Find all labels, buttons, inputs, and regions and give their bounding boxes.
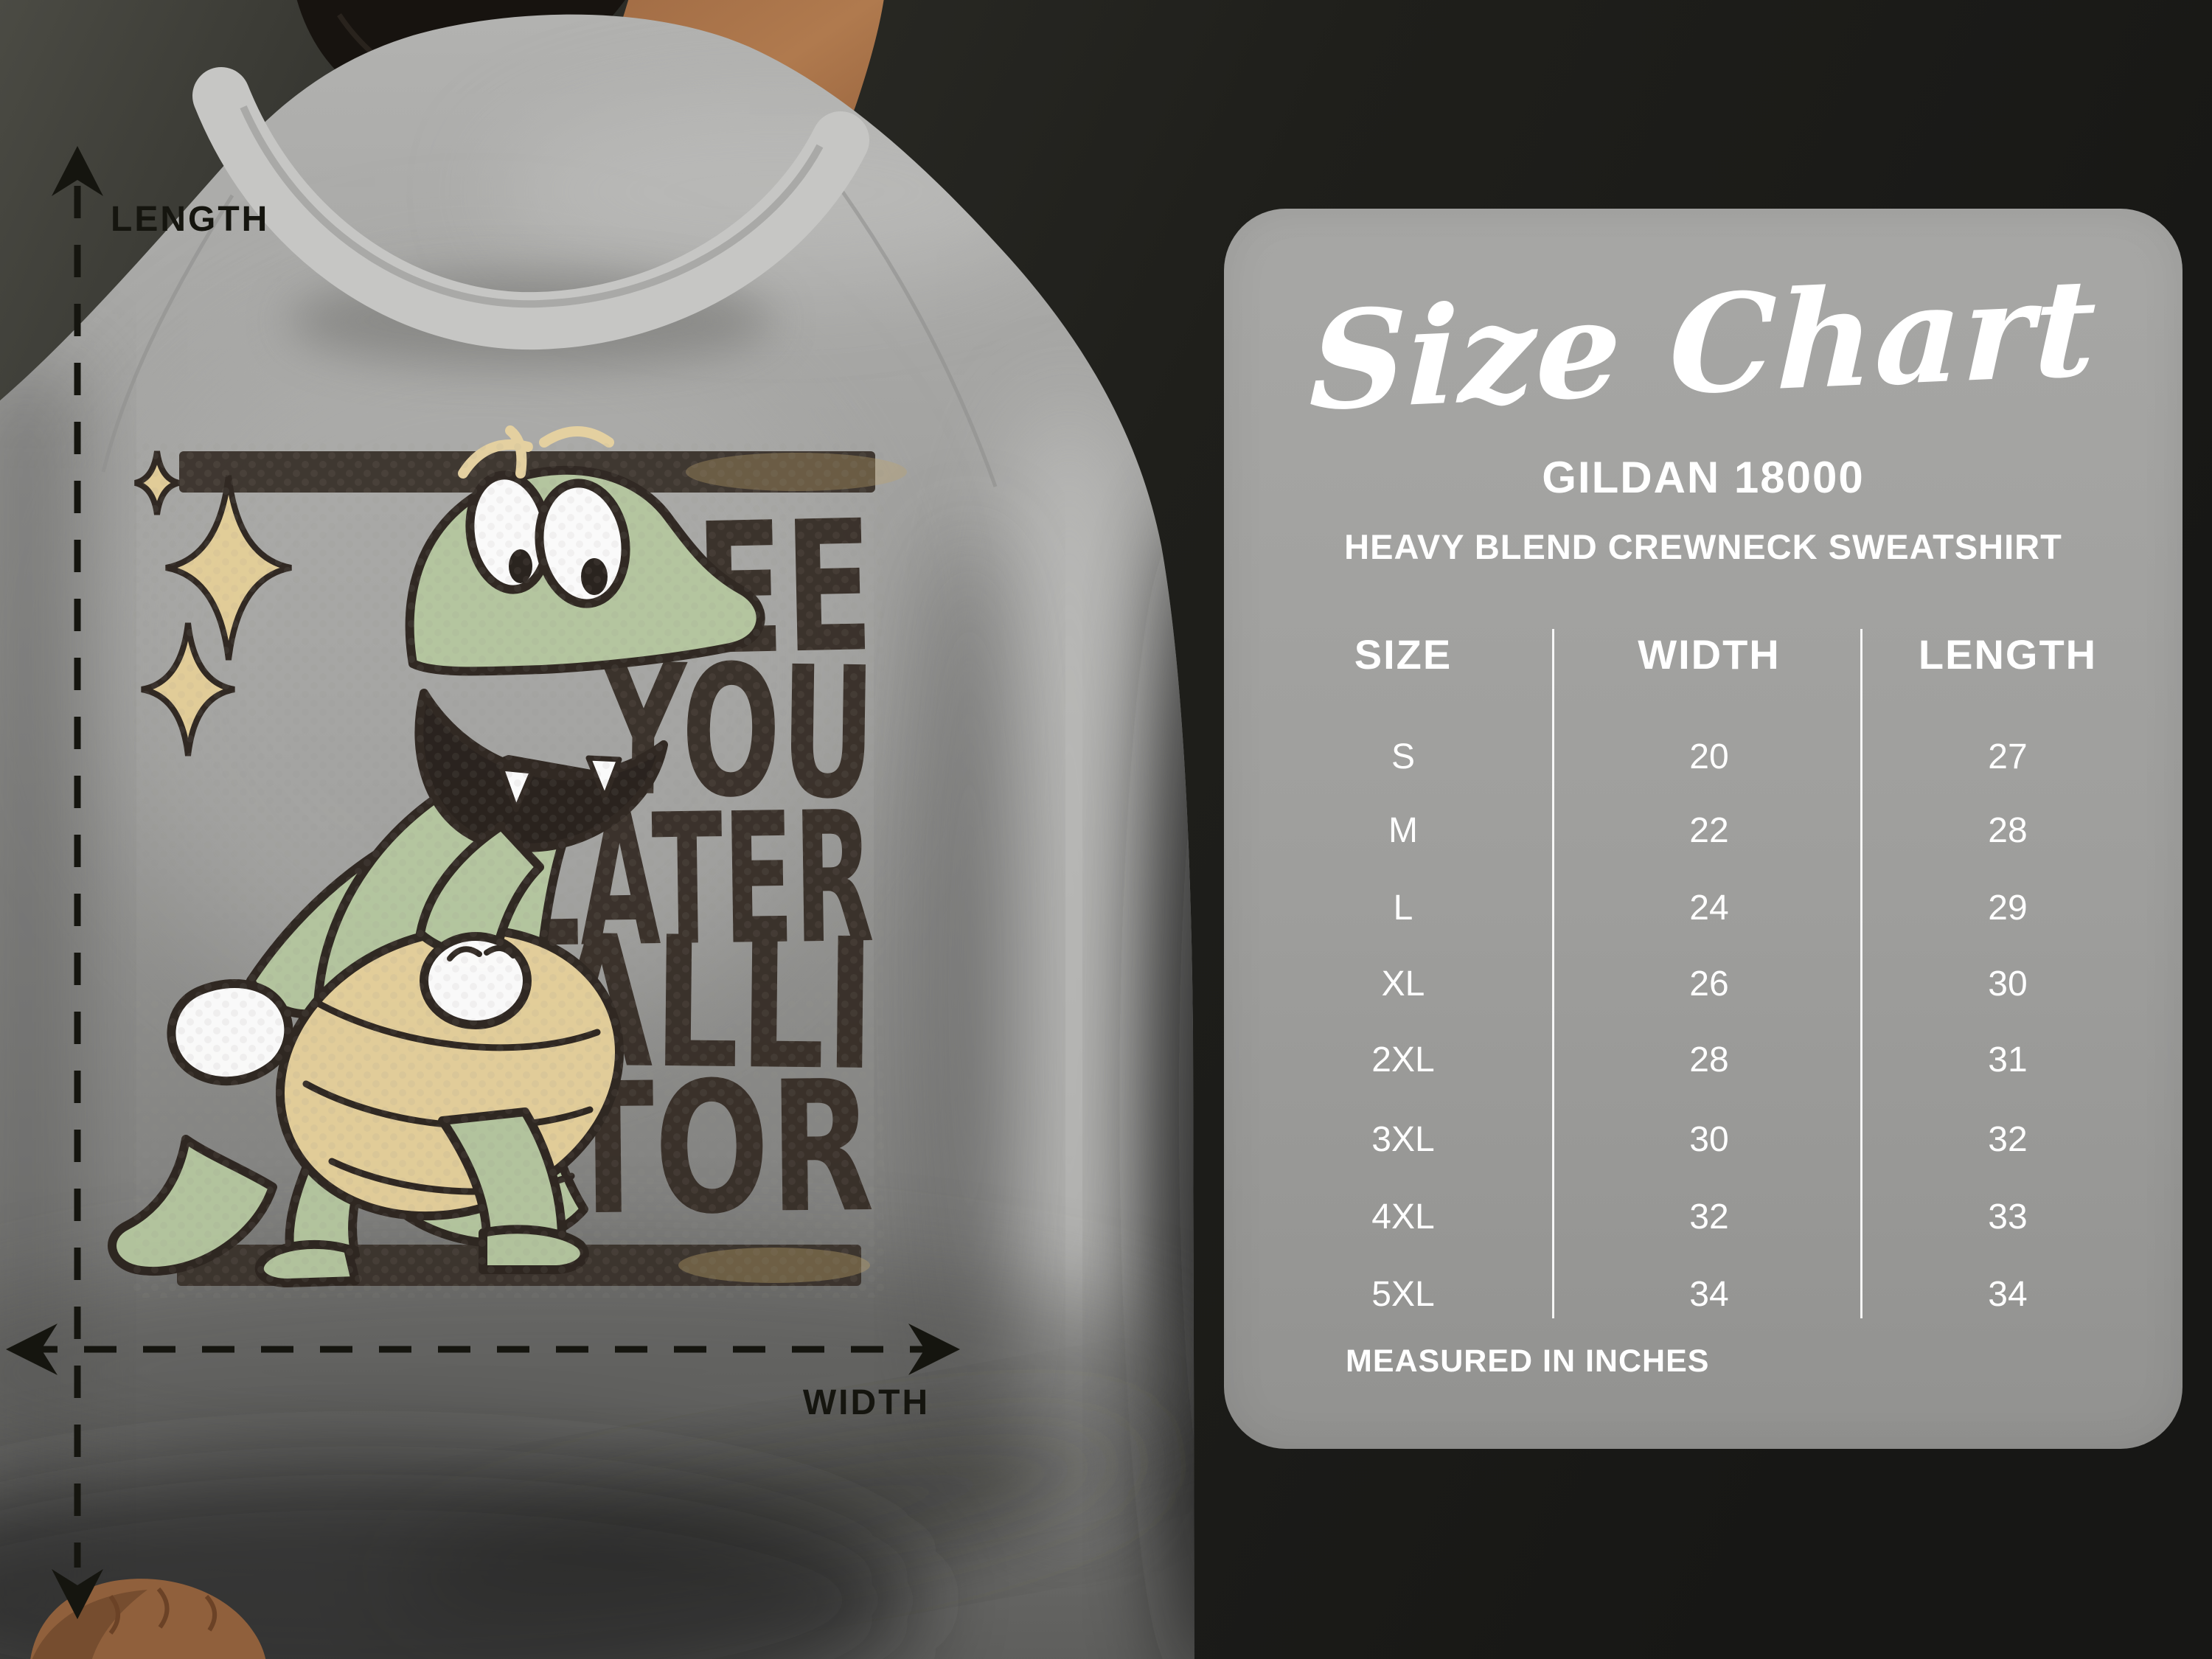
shirt-print-design: SEE YOU LATER ALLI GATOR	[108, 425, 907, 1298]
table-row: 4XL 32 33	[1224, 1188, 2183, 1247]
halftone-texture	[133, 442, 885, 1298]
cell-length: 31	[1988, 1040, 2028, 1079]
measurement-annotations: LENGTH WIDTH	[6, 146, 960, 1619]
cell-size: XL	[1381, 964, 1425, 1004]
table-row: M 22 28	[1224, 801, 2183, 860]
cell-size: 3XL	[1371, 1120, 1435, 1159]
table-header-row: SIZE WIDTH LENGTH	[1224, 624, 2183, 686]
cell-width: 26	[1689, 964, 1729, 1004]
cell-width: 30	[1689, 1120, 1729, 1159]
table-row: L 24 29	[1224, 879, 2183, 938]
cell-width: 28	[1689, 1040, 1729, 1079]
column-header-size: SIZE	[1354, 631, 1453, 678]
cell-length: 27	[1988, 737, 2028, 776]
crewneck-collar	[192, 67, 869, 350]
brand-name: GILDAN 18000	[1542, 453, 1865, 502]
cell-size: 4XL	[1371, 1197, 1435, 1237]
collar-inner-edge	[240, 105, 824, 308]
cell-size: 2XL	[1371, 1040, 1435, 1079]
cell-length: 32	[1988, 1120, 2028, 1159]
cell-size: S	[1391, 737, 1416, 776]
raglan-seam-left	[101, 194, 234, 473]
product-name: HEAVY BLEND CREWNECK SWEATSHIRT	[1344, 527, 2062, 566]
cell-width: 32	[1689, 1197, 1729, 1237]
cell-length: 33	[1988, 1197, 2028, 1237]
size-chart-panel: Size Chart GILDAN 18000 HEAVY BLEND CREW…	[1224, 209, 2183, 1449]
model-hand	[30, 1579, 266, 1659]
arrow-down-icon	[52, 1569, 103, 1619]
cell-length: 34	[1988, 1275, 2028, 1314]
cell-size: 5XL	[1371, 1275, 1435, 1314]
table-row: 2XL 28 31	[1224, 1031, 2183, 1090]
width-label: WIDTH	[803, 1383, 930, 1422]
table-row: 3XL 30 32	[1224, 1110, 2183, 1169]
table-row: XL 26 30	[1224, 955, 2183, 1014]
measurement-note: MEASURED IN INCHES	[1346, 1343, 1710, 1379]
cell-width: 24	[1689, 888, 1729, 928]
table-column-divider	[1860, 629, 1863, 1318]
column-header-width: WIDTH	[1638, 631, 1781, 678]
arrow-up-icon	[52, 146, 103, 196]
cell-length: 29	[1988, 888, 2028, 928]
raglan-seam-right	[827, 172, 998, 487]
arrow-right-icon	[908, 1324, 960, 1375]
cell-width: 22	[1689, 811, 1729, 850]
cell-size: M	[1388, 811, 1418, 850]
panel-title: Size Chart	[1307, 248, 2099, 441]
length-label: LENGTH	[111, 200, 269, 239]
table-column-divider	[1552, 629, 1554, 1318]
table-row: 5XL 34 34	[1224, 1265, 2183, 1324]
cell-length: 30	[1988, 964, 2028, 1004]
table-row: S 20 27	[1224, 728, 2183, 787]
column-header-length: LENGTH	[1918, 631, 2098, 678]
cell-width: 34	[1689, 1275, 1729, 1314]
cell-size: L	[1393, 888, 1413, 928]
cell-width: 20	[1689, 737, 1729, 776]
arrow-left-icon	[6, 1324, 58, 1375]
cell-length: 28	[1988, 811, 2028, 850]
